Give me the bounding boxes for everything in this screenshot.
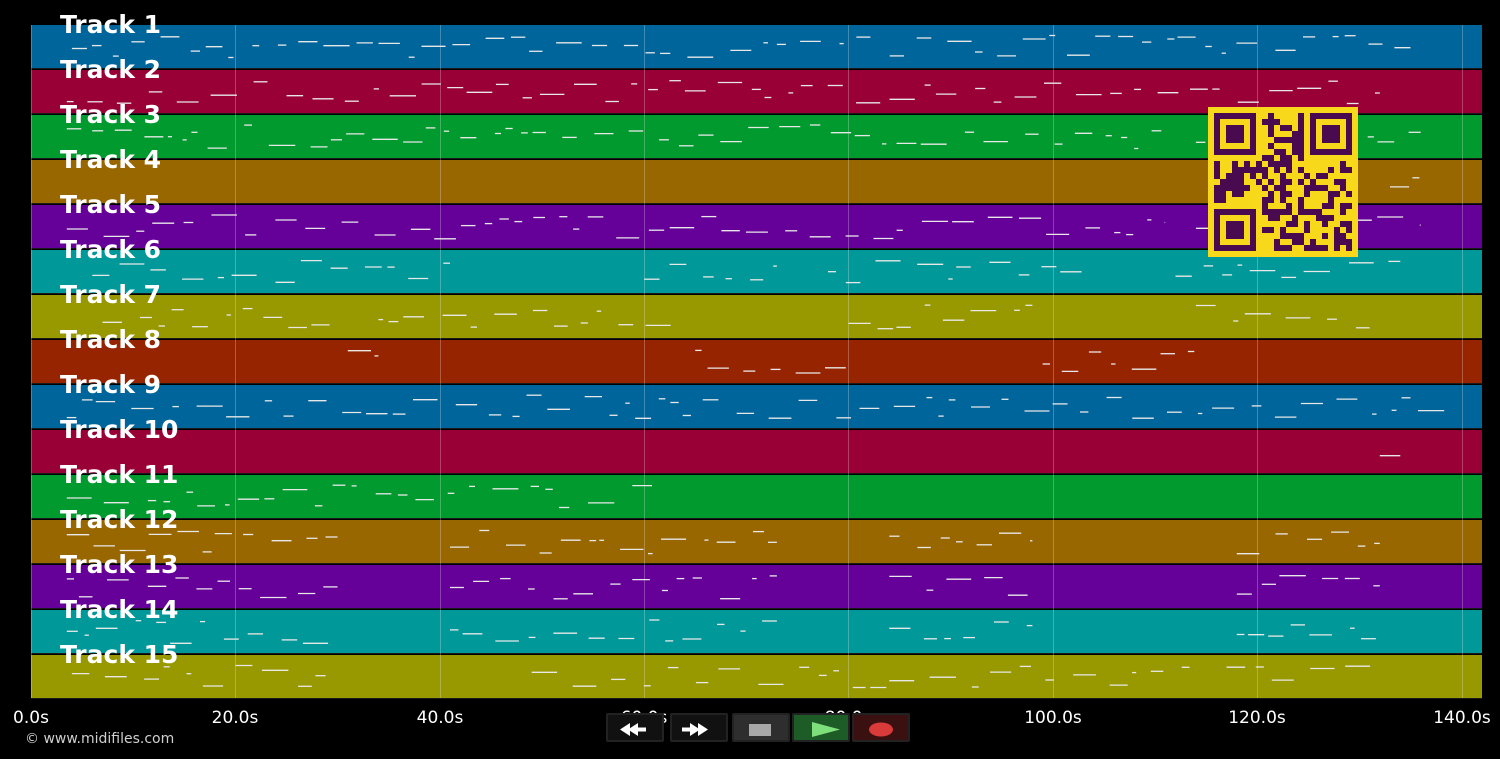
copyright-text: © www.midifiles.com: [25, 731, 175, 747]
track-row[interactable]: [31, 610, 1482, 654]
track-label: Track 13: [60, 550, 179, 579]
play-icon: [812, 722, 840, 737]
gridline: [1462, 25, 1463, 698]
track-row[interactable]: [31, 25, 1482, 69]
track-label: Track 6: [60, 235, 162, 264]
stop-button[interactable]: [732, 713, 790, 742]
track-label: Track 10: [60, 415, 179, 444]
gridline: [848, 25, 849, 698]
tick-label: 0.0s: [13, 708, 49, 728]
tick-label: 100.0s: [1024, 708, 1082, 728]
tick-label: 20.0s: [211, 708, 259, 728]
rewind-icon: [620, 723, 646, 736]
track-row[interactable]: [31, 565, 1482, 609]
track-label: Track 5: [60, 190, 162, 219]
track-label: Track 12: [60, 505, 179, 534]
gridline: [235, 25, 236, 698]
gridline: [644, 25, 645, 698]
track-row[interactable]: [31, 655, 1482, 699]
track-label: Track 2: [60, 55, 162, 84]
record-icon: [869, 722, 893, 737]
track-label: Track 15: [60, 640, 179, 669]
track-label: Track 1: [60, 10, 162, 39]
gridline: [1257, 25, 1258, 698]
stop-icon: [749, 724, 771, 736]
play-button[interactable]: [792, 713, 850, 742]
transport-controls: [600, 713, 910, 742]
fast-forward-button[interactable]: [670, 713, 728, 742]
track-label: Track 14: [60, 595, 179, 624]
track-row[interactable]: [31, 70, 1482, 114]
tick-label: 140.0s: [1433, 708, 1491, 728]
track-row[interactable]: [31, 520, 1482, 564]
track-label: Track 11: [60, 460, 179, 489]
fast-forward-icon: [682, 723, 708, 736]
track-label: Track 9: [60, 370, 162, 399]
record-button[interactable]: [852, 713, 910, 742]
track-row[interactable]: [31, 250, 1482, 294]
track-row[interactable]: [31, 475, 1482, 519]
tick-label: 40.0s: [416, 708, 464, 728]
gridline: [440, 25, 441, 698]
gridline: [1053, 25, 1054, 698]
track-label: Track 3: [60, 100, 162, 129]
track-row[interactable]: [31, 430, 1482, 474]
tick-label: 120.0s: [1228, 708, 1286, 728]
rewind-button[interactable]: [606, 713, 664, 742]
track-label: Track 7: [60, 280, 162, 309]
qr-code: [1208, 107, 1358, 257]
track-label: Track 8: [60, 325, 162, 354]
track-row[interactable]: [31, 340, 1482, 384]
gridline: [31, 25, 32, 698]
track-label: Track 4: [60, 145, 162, 174]
track-row[interactable]: [31, 385, 1482, 429]
